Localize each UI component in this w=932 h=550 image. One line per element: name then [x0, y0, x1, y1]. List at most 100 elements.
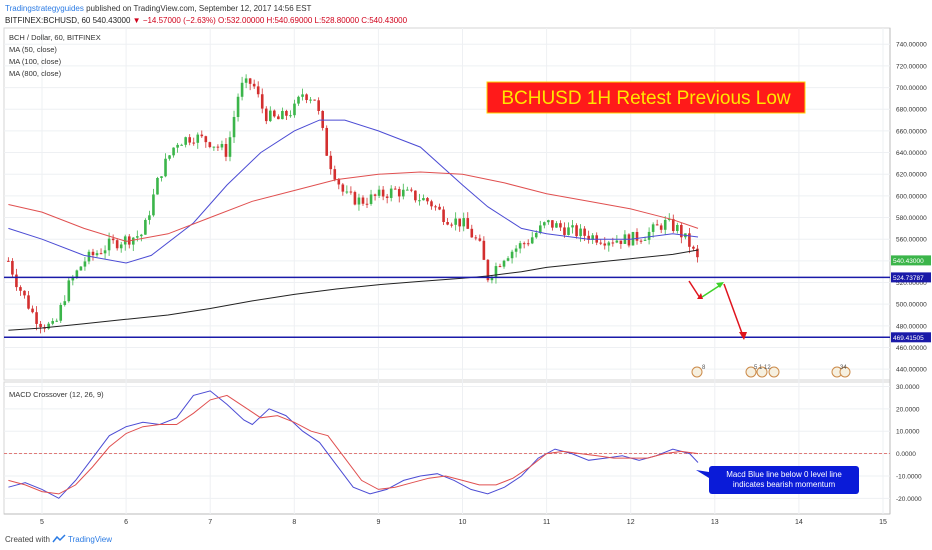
candle-body [389, 188, 393, 198]
candle-body [567, 227, 570, 235]
tradingview-logo-icon [52, 534, 66, 543]
candle-body [603, 243, 607, 246]
candle-body [579, 228, 582, 237]
candle-body [486, 259, 490, 281]
candle-body [571, 225, 574, 228]
y-tick-label: 560.00000 [896, 237, 927, 244]
candle-body [361, 197, 365, 204]
candle-body [115, 240, 119, 249]
macd-tick-label: 30.0000 [896, 384, 920, 391]
author-link[interactable]: Tradingstrategyguides [5, 4, 84, 13]
candle-body [27, 295, 30, 309]
x-tick-label: 13 [711, 519, 719, 526]
candle-body [329, 155, 333, 170]
title-box [486, 81, 806, 114]
candle-body [216, 146, 220, 148]
candle-body [341, 184, 345, 192]
candle-body [19, 287, 22, 291]
candle-body [522, 243, 526, 245]
annotation-pointer [696, 470, 709, 478]
chart-canvas[interactable]: 740.00000 720.00000 700.00000 680.00000 660.… [0, 26, 932, 530]
candle-body [67, 280, 71, 302]
candle-body [333, 169, 337, 180]
candle-body [692, 246, 695, 249]
candle-body [11, 260, 14, 275]
candle-body [168, 155, 171, 159]
last-price: 540.43000 [92, 16, 131, 25]
y-tick-label: 460.00000 [896, 345, 927, 352]
candle-body [446, 222, 449, 225]
candle-body [75, 270, 79, 278]
candle-body [39, 323, 42, 328]
candle-body [309, 99, 312, 101]
candle-body [615, 240, 619, 243]
candle-body [264, 108, 268, 122]
candle-body [293, 103, 296, 116]
macd-legend: MACD Crossover (12, 26, 9) [9, 390, 104, 399]
candle-body [635, 231, 639, 241]
candle-body [494, 266, 498, 278]
macd-tick-label: 10.0000 [896, 429, 920, 436]
price-pane [3, 27, 891, 381]
candle-body [414, 190, 417, 201]
candle-body [79, 266, 83, 271]
candle-body [148, 215, 151, 220]
candle-body [224, 144, 228, 157]
red-arrow-head-1 [697, 293, 703, 299]
candle-body [418, 200, 421, 202]
candle-body [55, 320, 59, 322]
footer-bar: Created with TradingView [0, 530, 932, 550]
candle-body [103, 250, 107, 254]
candle-body [232, 116, 236, 138]
y-tick-label: 620.00000 [896, 172, 927, 179]
candle-body [506, 258, 510, 261]
candle-body [305, 94, 308, 101]
candle-body [534, 232, 538, 238]
candle-body [47, 323, 50, 329]
x-tick-label: 11 [543, 519, 550, 526]
candle-body [220, 144, 224, 148]
candle-body [559, 223, 562, 228]
y-tick-label: 680.00000 [896, 107, 927, 114]
candle-body [583, 228, 586, 236]
candle-body [285, 110, 288, 116]
projection-arrows [688, 280, 747, 340]
candle-body [317, 100, 320, 111]
candle-body [337, 179, 341, 185]
candle-body [563, 227, 566, 235]
candle-body [430, 201, 433, 207]
candle-body [268, 110, 272, 122]
candle-body [422, 198, 425, 201]
candle-body [663, 219, 667, 230]
x-tick-label: 9 [376, 519, 380, 526]
candle-body [442, 209, 445, 223]
candle-body [236, 96, 240, 117]
candle-body [131, 237, 135, 245]
candle-body [228, 137, 232, 157]
candle-body [397, 189, 401, 197]
candle-body [482, 240, 486, 260]
candle-body [83, 261, 87, 267]
event-markers[interactable]: 8 5 1 12 34 [691, 365, 851, 378]
candle-body [111, 238, 115, 241]
candle-body [639, 240, 643, 242]
candle-body [7, 260, 10, 262]
macd-tick-label: 0.0000 [896, 451, 916, 458]
candle-body [530, 237, 534, 244]
candle-body [136, 236, 139, 238]
y-tick-label: 520.00000 [896, 280, 927, 287]
candle-body [240, 82, 244, 97]
tradingview-link[interactable]: TradingView [68, 535, 113, 544]
ma-line [8, 249, 699, 331]
x-tick-label: 12 [627, 519, 635, 526]
candle-body [289, 115, 292, 117]
candle-body [301, 94, 304, 97]
candle-body [273, 110, 276, 117]
candle-body [164, 158, 167, 177]
candle-body [547, 220, 550, 223]
candle-body [349, 191, 353, 193]
price-label-box [891, 255, 931, 266]
ohlc-values: O:532.00000 H:540.69000 L:528.80000 C:54… [218, 16, 408, 25]
candle-body [655, 224, 659, 226]
candle-body [59, 304, 63, 321]
